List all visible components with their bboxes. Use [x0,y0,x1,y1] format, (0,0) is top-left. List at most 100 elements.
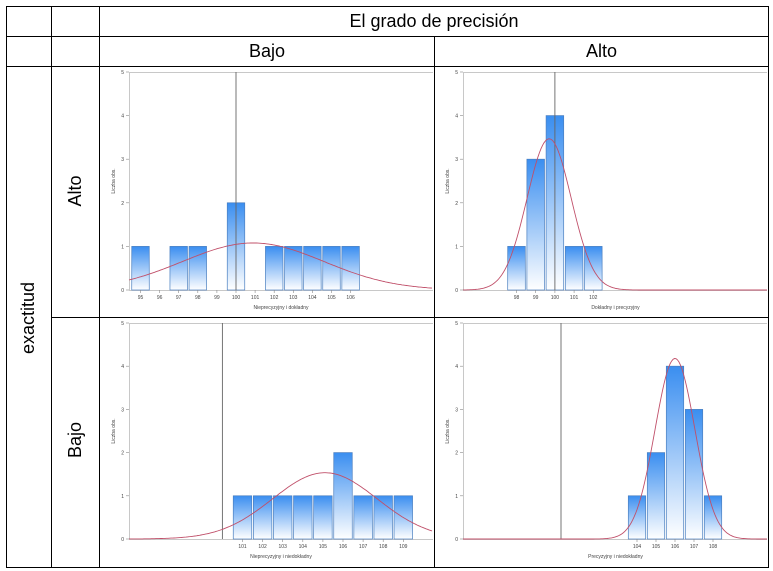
x-tick-label: 104 [308,295,317,301]
x-tick-label: 102 [270,295,279,301]
x-tick-label: 102 [258,544,267,550]
x-axis-label: Dokładny i precyzyjny [591,305,640,311]
x-tick-label: 98 [514,295,520,301]
x-tick-label: 100 [232,295,241,301]
y-tick-label: 3 [121,157,124,163]
bar [253,495,273,540]
x-tick-label: 106 [671,544,680,550]
y-tick-label: 3 [455,157,458,163]
bar [284,246,303,291]
y-tick-label: 0 [121,537,124,543]
normal-curve [463,138,767,291]
bar [293,495,313,540]
histogram-accurate-precise: 0 1 2 3 4 5 Liczba obs. 98 99 100 101 102 Dokładny i… [445,70,767,311]
normal-curve [128,242,433,289]
bar [333,452,353,540]
row-header-accuracy-high: Alto [65,175,85,207]
bar [507,246,526,291]
y-tick-label: 2 [455,201,458,207]
bar [646,452,666,540]
bar [353,495,373,540]
bar [373,495,393,540]
y-tick-label: 5 [455,70,458,76]
bar [341,246,360,291]
x-tick-label: 106 [339,544,348,550]
y-tick-label: 4 [455,114,458,120]
bar [526,158,545,291]
y-tick-label: 0 [455,288,458,294]
y-tick-label: 3 [121,407,124,413]
y-tick-label: 3 [455,407,458,413]
y-tick-label: 5 [121,70,124,76]
y-tick-label: 4 [121,114,124,120]
row-header-accuracy: exactitud [18,281,38,355]
bar [265,246,284,291]
bar [703,495,723,540]
bar [584,246,603,291]
y-tick-label: 5 [455,321,458,327]
x-tick-label: 101 [251,295,260,301]
bar [273,495,293,540]
x-tick-label: 99 [533,295,539,301]
y-tick-label: 4 [455,364,458,370]
bar [131,246,150,291]
header-precision-degree: El grado de precisión [349,11,519,31]
bar [564,246,584,291]
bar [627,495,647,540]
bar [665,365,685,540]
y-axis-label: Liczba obs. [111,168,117,193]
y-tick-label: 4 [121,364,124,370]
x-tick-label: 104 [633,544,642,550]
y-tick-label: 1 [121,494,124,500]
x-tick-label: 97 [176,295,182,301]
histogram-imprecise-accurate: 0 1 2 3 4 5 Liczba obs. 95 96 97 98 99 100 101 102 103 1… [111,70,433,311]
x-tick-label: 108 [709,544,718,550]
bar [684,409,704,540]
row-header-accuracy-low: Bajo [65,421,85,459]
x-tick-label: 101 [570,295,579,301]
x-axis-label: Nieprecyzyjny i dokładny [253,305,309,311]
x-tick-label: 100 [551,295,560,301]
y-axis-label: Liczba obs. [445,418,451,443]
x-tick-label: 103 [279,544,288,550]
x-tick-label: 103 [289,295,298,301]
y-tick-label: 2 [121,451,124,457]
bar [322,246,341,291]
y-tick-label: 0 [455,537,458,543]
bar [303,246,322,291]
x-tick-label: 105 [319,544,328,550]
x-axis-label: Nieprecyzyjny i niedokładny [250,554,312,560]
x-tick-label: 107 [359,544,368,550]
x-tick-label: 95 [138,295,144,301]
x-tick-label: 99 [214,295,220,301]
normal-curve [463,358,767,540]
bar [232,495,253,540]
bar [313,495,333,540]
x-tick-label: 109 [399,544,408,550]
y-tick-label: 1 [455,494,458,500]
x-tick-label: 107 [690,544,699,550]
x-tick-label: 102 [589,295,598,301]
histogram-imprecise-inaccurate: 0 1 2 3 4 5 Liczba obs. 101 102 103 104 105 106 107 10… [111,321,433,560]
header-precision-low: Bajo [248,41,286,61]
y-tick-label: 5 [121,321,124,327]
bar [169,246,188,291]
y-tick-label: 1 [455,244,458,250]
y-tick-label: 1 [121,244,124,250]
x-tick-label: 101 [238,544,247,550]
x-tick-label: 104 [299,544,308,550]
y-axis-label: Liczba obs. [111,418,117,443]
x-tick-label: 98 [195,295,201,301]
y-axis-label: Liczba obs. [445,168,451,193]
y-tick-label: 2 [121,201,124,207]
x-tick-label: 106 [346,295,355,301]
x-axis-label: Precyzyjny i niedokładny [588,554,643,560]
y-tick-label: 0 [121,288,124,294]
x-tick-label: 105 [327,295,336,301]
histogram-precise-inaccurate: 0 1 2 3 4 5 Liczba obs. 104 105 106 107 108 Precyzyj… [445,321,767,560]
x-tick-label: 96 [157,295,163,301]
header-precision-high: Alto [585,41,618,61]
x-tick-label: 105 [652,544,661,550]
x-tick-label: 108 [379,544,388,550]
